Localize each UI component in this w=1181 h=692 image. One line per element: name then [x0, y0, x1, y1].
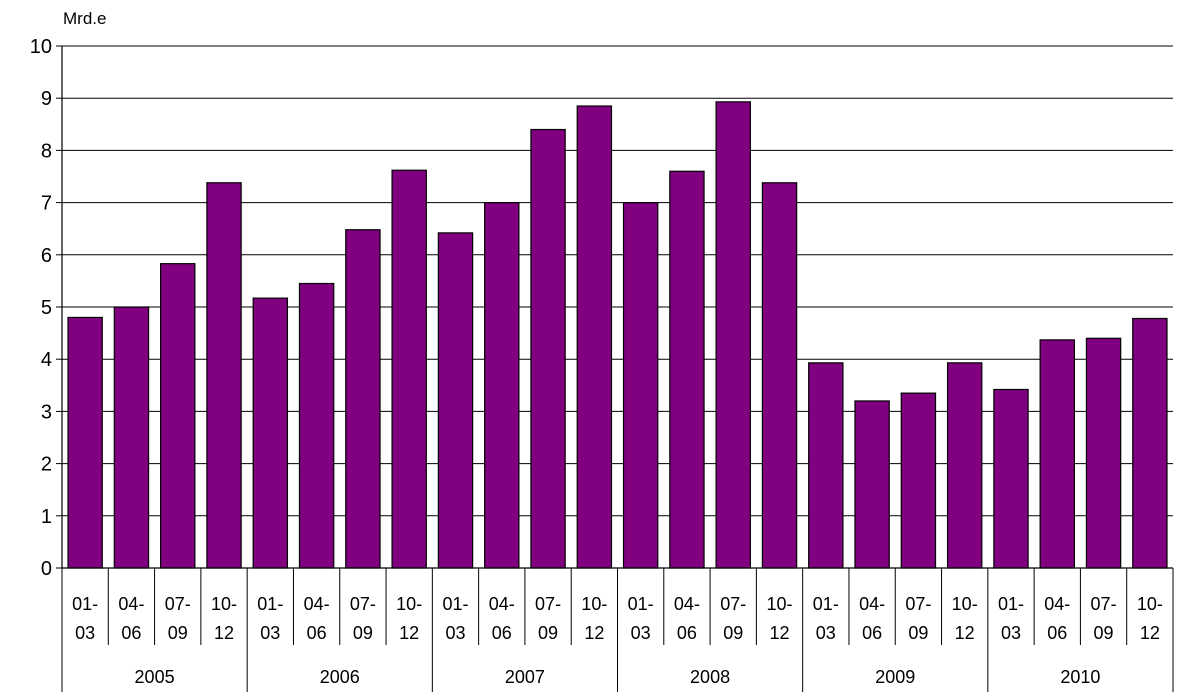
x-category-label-bottom: 12 [955, 623, 975, 643]
x-category-label-bottom: 06 [677, 623, 697, 643]
x-category-label-top: 07- [165, 594, 191, 614]
x-category-label-top: 01- [813, 594, 839, 614]
bar [1085, 337, 1122, 569]
y-tick-label: 10 [30, 36, 52, 58]
x-category-label-top: 10- [581, 594, 607, 614]
x-category-label-bottom: 12 [584, 623, 604, 643]
bar [437, 232, 474, 569]
x-category-label-bottom: 09 [538, 623, 558, 643]
x-category-label-bottom: 06 [862, 623, 882, 643]
x-category-label-bottom: 12 [214, 623, 234, 643]
y-tick-label: 5 [41, 297, 52, 319]
x-category-label-top: 10- [211, 594, 237, 614]
bar [530, 128, 566, 569]
y-tick-label: 6 [41, 245, 52, 267]
x-category-label-top: 01- [998, 594, 1024, 614]
x-category-label-bottom: 03 [260, 623, 280, 643]
x-category-label-bottom: 03 [445, 623, 465, 643]
bar [67, 316, 103, 569]
bar [808, 362, 844, 569]
bar [946, 362, 983, 569]
bar [715, 101, 751, 569]
y-tick-label: 7 [41, 193, 52, 215]
x-category-label-bottom: 12 [1140, 623, 1160, 643]
x-category-label-bottom: 03 [631, 623, 651, 643]
y-tick-label: 1 [41, 506, 52, 528]
x-year-label: 2007 [505, 667, 545, 687]
x-category-label-top: 04- [859, 594, 885, 614]
x-category-label-bottom: 09 [1094, 623, 1114, 643]
x-category-label-bottom: 09 [908, 623, 928, 643]
x-category-label-top: 07- [535, 594, 561, 614]
x-category-label-bottom: 12 [399, 623, 419, 643]
bar [576, 105, 613, 569]
x-category-label-bottom: 09 [723, 623, 743, 643]
x-category-label-bottom: 06 [492, 623, 512, 643]
x-category-label-top: 01- [442, 594, 468, 614]
bar [391, 169, 427, 569]
bar [669, 170, 705, 569]
x-category-label-top: 01- [257, 594, 283, 614]
x-category-label-bottom: 03 [75, 623, 95, 643]
bar [252, 297, 289, 569]
x-category-label-top: 04- [118, 594, 144, 614]
x-category-label-top: 04- [1044, 594, 1070, 614]
x-category-label-bottom: 06 [1047, 623, 1067, 643]
bar [900, 392, 937, 569]
y-tick-label: 8 [41, 140, 52, 162]
x-category-label-top: 04- [674, 594, 700, 614]
x-category-label-top: 10- [952, 594, 978, 614]
bar [206, 182, 242, 569]
bar [345, 229, 381, 569]
y-tick-label: 0 [41, 558, 52, 580]
bar [113, 306, 150, 569]
y-tick-label: 9 [41, 88, 52, 110]
x-axis-categories: 01- 03 04- 06 07- 09 10- 12 01- 03 04- 06 07- 09 10- 12… [61, 568, 1174, 645]
bar [622, 202, 659, 569]
bar [854, 400, 890, 569]
x-year-label: 2005 [135, 667, 175, 687]
y-tick-label: 2 [41, 454, 52, 476]
bars [67, 101, 1168, 569]
x-category-label-bottom: 09 [168, 623, 188, 643]
bar [484, 202, 520, 569]
x-year-label: 2006 [320, 667, 360, 687]
x-axis-years: 2005 2006 2007 2008 2009 2010 [61, 645, 1174, 692]
x-category-label-top: 10- [1137, 594, 1163, 614]
x-category-label-top: 01- [72, 594, 98, 614]
y-tick-label: 4 [41, 349, 52, 371]
bar [761, 182, 798, 569]
x-category-label-bottom: 12 [770, 623, 790, 643]
x-category-label-bottom: 03 [1001, 623, 1021, 643]
bar [298, 282, 335, 569]
x-category-label-top: 07- [1091, 594, 1117, 614]
x-category-label-bottom: 06 [121, 623, 141, 643]
x-category-label-top: 10- [396, 594, 422, 614]
x-category-label-top: 07- [720, 594, 746, 614]
bar [1039, 339, 1075, 569]
x-year-label: 2009 [875, 667, 915, 687]
x-category-label-top: 10- [767, 594, 793, 614]
x-category-label-top: 04- [489, 594, 515, 614]
bar [993, 388, 1029, 569]
x-year-label: 2008 [690, 667, 730, 687]
x-category-label-bottom: 03 [816, 623, 836, 643]
x-category-label-top: 07- [350, 594, 376, 614]
x-category-label-top: 01- [628, 594, 654, 614]
y-axis-ticks: 0 1 2 3 4 5 6 7 8 9 10 [30, 36, 62, 580]
gridlines [62, 45, 1173, 517]
x-category-label-top: 04- [304, 594, 330, 614]
bar [1132, 317, 1168, 569]
bar [160, 263, 196, 569]
x-category-label-top: 07- [905, 594, 931, 614]
x-category-label-bottom: 06 [307, 623, 327, 643]
y-tick-label: 3 [41, 401, 52, 423]
y-axis-unit-label: Mrd.e [63, 9, 106, 28]
x-year-label: 2010 [1060, 667, 1100, 687]
x-category-label-bottom: 09 [353, 623, 373, 643]
